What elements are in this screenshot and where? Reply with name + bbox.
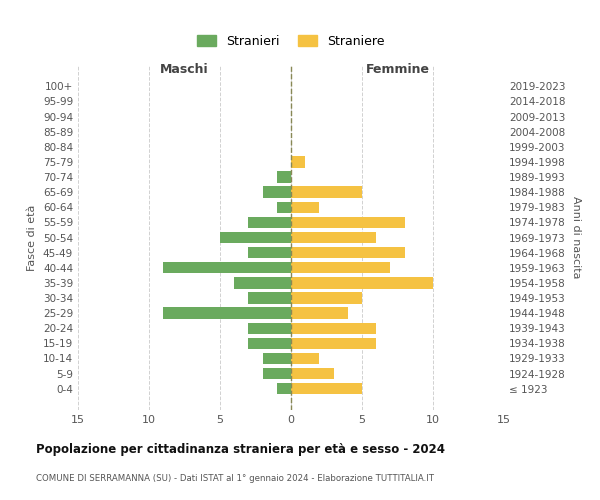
Bar <box>291 338 376 349</box>
Bar <box>291 156 305 168</box>
Bar <box>291 277 433 288</box>
Bar <box>291 262 391 274</box>
Legend: Stranieri, Straniere: Stranieri, Straniere <box>193 30 389 53</box>
Bar <box>291 186 362 198</box>
Bar <box>291 202 319 213</box>
Bar <box>263 353 291 364</box>
Bar <box>291 383 362 394</box>
Bar <box>291 353 319 364</box>
Bar <box>163 308 291 318</box>
Bar <box>263 368 291 379</box>
Bar <box>248 216 291 228</box>
Bar <box>234 277 291 288</box>
Bar <box>248 292 291 304</box>
Bar <box>248 247 291 258</box>
Bar <box>291 292 362 304</box>
Y-axis label: Fasce di età: Fasce di età <box>28 204 37 270</box>
Bar <box>291 232 376 243</box>
Y-axis label: Anni di nascita: Anni di nascita <box>571 196 581 279</box>
Bar <box>291 308 348 318</box>
Bar <box>291 216 404 228</box>
Bar <box>248 338 291 349</box>
Text: Maschi: Maschi <box>160 63 209 76</box>
Text: Femmine: Femmine <box>365 63 430 76</box>
Bar <box>291 322 376 334</box>
Bar <box>220 232 291 243</box>
Bar <box>277 202 291 213</box>
Bar <box>291 247 404 258</box>
Bar <box>263 186 291 198</box>
Bar <box>248 322 291 334</box>
Text: Popolazione per cittadinanza straniera per età e sesso - 2024: Popolazione per cittadinanza straniera p… <box>36 442 445 456</box>
Bar <box>291 368 334 379</box>
Text: COMUNE DI SERRAMANNA (SU) - Dati ISTAT al 1° gennaio 2024 - Elaborazione TUTTITA: COMUNE DI SERRAMANNA (SU) - Dati ISTAT a… <box>36 474 434 483</box>
Bar <box>277 383 291 394</box>
Bar <box>163 262 291 274</box>
Bar <box>277 172 291 182</box>
